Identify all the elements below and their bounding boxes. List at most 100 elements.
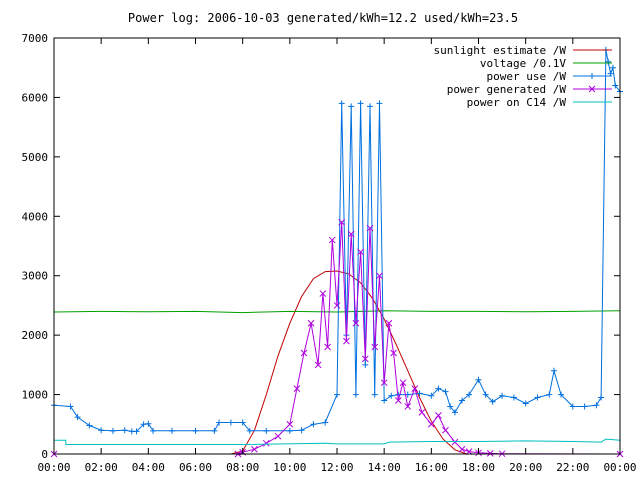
data-point <box>133 428 140 435</box>
data-point <box>447 403 454 410</box>
data-point <box>324 343 331 351</box>
series-3 <box>50 218 624 458</box>
data-point <box>98 427 105 434</box>
x-tick-label: 00:00 <box>37 461 70 474</box>
data-point <box>499 392 506 399</box>
data-point <box>328 236 336 244</box>
data-point <box>140 421 147 428</box>
data-point <box>348 103 355 110</box>
y-tick-label: 4000 <box>22 210 49 223</box>
data-point <box>314 361 322 369</box>
legend-label: power use /W <box>487 70 567 83</box>
data-point <box>145 420 152 427</box>
y-tick-label: 6000 <box>22 91 49 104</box>
data-point <box>376 272 383 280</box>
data-point <box>352 319 360 327</box>
data-point <box>338 218 346 226</box>
data-point <box>435 412 442 419</box>
data-point <box>227 419 234 426</box>
x-tick-label: 06:00 <box>179 461 212 474</box>
data-point <box>451 438 459 446</box>
data-point <box>546 391 553 398</box>
legend-marker <box>589 73 595 79</box>
data-point <box>458 397 465 404</box>
data-point <box>319 290 327 297</box>
data-point <box>593 402 600 409</box>
data-point <box>442 388 449 395</box>
axes-layer: 0 1000 2000 3000 4000 5000 6000 7000 00:00 02:00 0… <box>22 32 637 474</box>
data-point <box>388 392 395 399</box>
x-tick-label: 16:00 <box>415 461 448 474</box>
data-point <box>334 391 340 398</box>
data-point <box>390 349 397 357</box>
series-line <box>53 49 621 432</box>
y-tick-label: 1000 <box>22 389 49 402</box>
data-point <box>399 379 407 387</box>
data-point <box>569 403 576 410</box>
x-tick-label: 18:00 <box>462 461 495 474</box>
data-point <box>451 409 458 416</box>
data-point <box>333 302 341 309</box>
data-point <box>121 427 128 434</box>
legend-label: power generated /W <box>447 83 567 96</box>
data-point <box>534 394 541 401</box>
data-point <box>371 343 379 351</box>
x-tick-label: 08:00 <box>226 461 259 474</box>
data-point <box>435 385 442 392</box>
y-tick-label: 5000 <box>22 151 49 164</box>
legend-label: power on C14 /W <box>467 96 567 109</box>
data-point <box>211 427 218 434</box>
data-point <box>347 230 355 238</box>
data-point <box>416 390 423 397</box>
data-point <box>367 103 374 110</box>
data-point <box>522 400 529 407</box>
data-point <box>458 445 466 453</box>
x-tick-label: 20:00 <box>509 461 542 474</box>
data-point <box>418 409 426 416</box>
data-point <box>74 414 81 421</box>
data-point <box>86 422 93 429</box>
data-point <box>246 427 253 434</box>
y-tick-label: 2000 <box>22 329 49 342</box>
y-tick-label: 3000 <box>22 270 49 283</box>
data-point <box>489 398 496 405</box>
data-point <box>150 427 157 434</box>
data-point <box>307 319 315 327</box>
data-point <box>394 397 402 404</box>
data-point <box>352 391 359 398</box>
data-point <box>192 427 199 434</box>
series-0 <box>54 270 620 455</box>
data-point <box>605 58 612 65</box>
data-point <box>411 385 419 392</box>
data-point <box>376 100 383 107</box>
series-4 <box>54 438 621 445</box>
data-point <box>380 379 388 387</box>
data-point <box>343 337 350 345</box>
data-point <box>362 361 369 368</box>
data-point <box>381 397 388 404</box>
data-point <box>168 427 175 434</box>
legend-label: voltage /0.1V <box>480 57 566 70</box>
data-point <box>322 419 329 426</box>
data-point <box>404 403 412 410</box>
data-point <box>286 427 293 434</box>
data-point <box>251 445 258 453</box>
data-point <box>486 450 494 457</box>
series-line <box>54 222 621 455</box>
data-point <box>338 100 345 107</box>
data-point <box>385 319 393 327</box>
series-line <box>54 270 620 455</box>
y-tick-label: 0 <box>41 448 48 461</box>
data-point <box>371 391 378 398</box>
x-tick-label: 12:00 <box>320 461 353 474</box>
data-point <box>598 394 605 401</box>
x-tick-label: 02:00 <box>85 461 118 474</box>
x-tick-label: 22:00 <box>556 461 589 474</box>
x-tick-label: 10:00 <box>273 461 306 474</box>
data-point <box>581 403 588 410</box>
data-point <box>262 439 270 447</box>
data-point <box>298 427 305 434</box>
x-tick-label: 04:00 <box>132 461 165 474</box>
